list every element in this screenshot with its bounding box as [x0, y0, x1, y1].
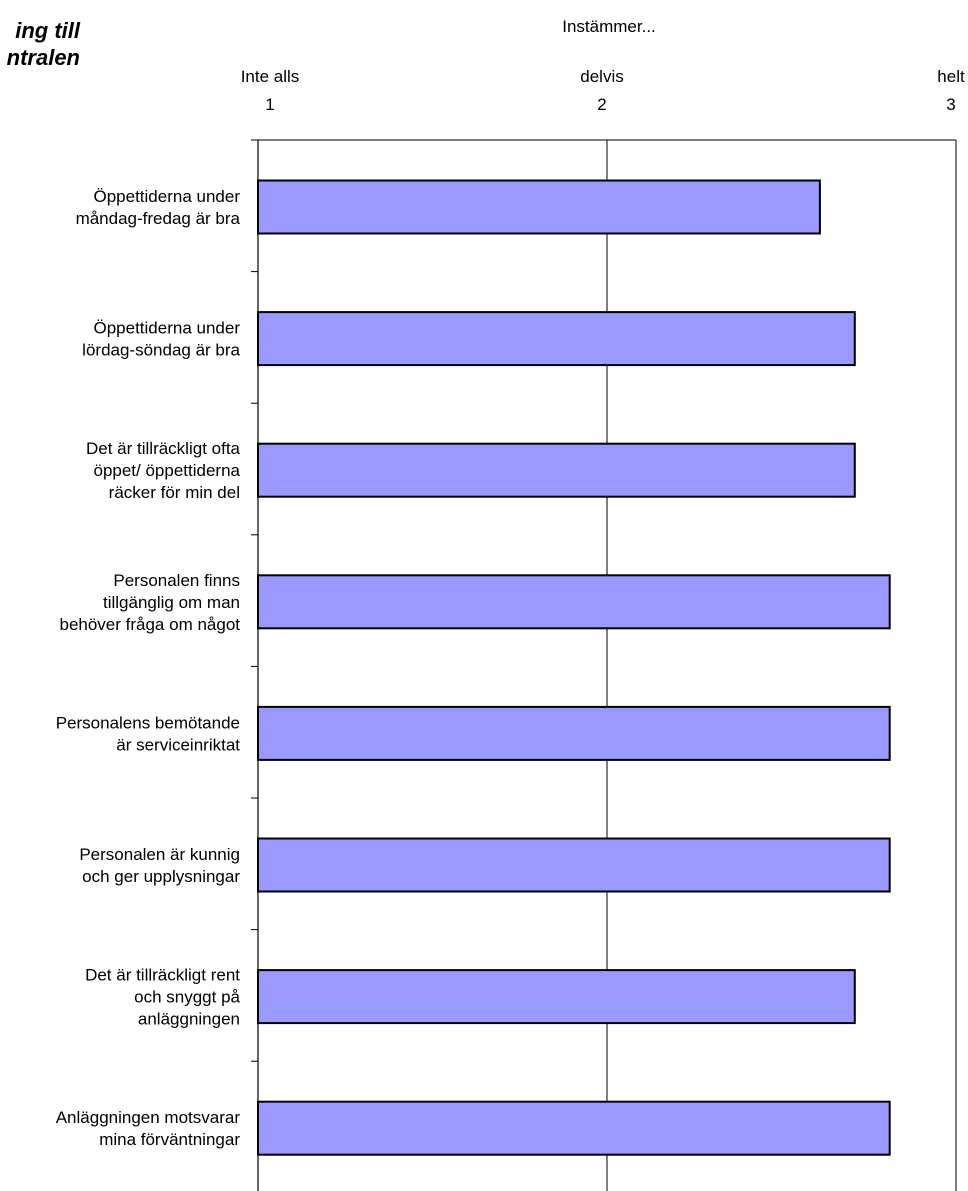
- category-label-5: är serviceinriktat: [116, 735, 240, 754]
- bar-5: [258, 707, 890, 760]
- x-axis-ticks: Inte alls 1 delvis 2 helt 3: [241, 67, 965, 114]
- bars: [258, 181, 890, 1155]
- category-label-7: anläggningen: [138, 1010, 240, 1029]
- bar-7: [258, 970, 855, 1023]
- category-label-3: öppet/ öppettiderna: [93, 461, 240, 480]
- category-label-7: och snyggt på: [134, 988, 240, 1007]
- axis-title: Instämmer...: [562, 17, 656, 36]
- bar-4: [258, 575, 890, 628]
- x-tick-number-1: 1: [265, 95, 274, 114]
- category-label-7: Det är tillräckligt rent: [85, 966, 240, 985]
- category-label-3: Det är tillräckligt ofta: [86, 439, 241, 458]
- bar-1: [258, 181, 820, 234]
- bar-8: [258, 1102, 890, 1155]
- category-label-8: mina förväntningar: [99, 1130, 240, 1149]
- x-tick-label-1: Inte alls: [241, 67, 300, 86]
- x-tick-label-3: helt: [937, 67, 965, 86]
- category-label-4: Personalen finns: [113, 571, 240, 590]
- x-tick-number-2: 2: [597, 95, 606, 114]
- category-label-6: och ger upplysningar: [82, 867, 240, 886]
- chart-title-line-1: ing till: [15, 18, 81, 43]
- x-tick-number-3: 3: [946, 95, 955, 114]
- category-label-1: Öppettiderna under: [94, 187, 241, 206]
- chart-title-line-2: ntralen: [7, 45, 80, 70]
- bar-3: [258, 444, 855, 497]
- category-label-4: behöver fråga om något: [59, 615, 240, 634]
- category-label-2: lördag-söndag är bra: [82, 341, 240, 360]
- category-labels: Öppettiderna under måndag-fredag är bra Öp…: [56, 187, 241, 1149]
- category-label-8: Anläggningen motsvarar: [56, 1108, 241, 1127]
- x-tick-label-2: delvis: [580, 67, 623, 86]
- plot-frame: [251, 140, 956, 1191]
- category-label-3: räcker för min del: [109, 483, 240, 502]
- category-label-6: Personalen är kunnig: [79, 845, 240, 864]
- bar-6: [258, 839, 890, 892]
- category-label-4: tillgänglig om man: [103, 593, 240, 612]
- category-label-1: måndag-fredag är bra: [76, 209, 241, 228]
- category-label-2: Öppettiderna under: [94, 319, 241, 338]
- bar-2: [258, 312, 855, 365]
- category-label-5: Personalens bemötande: [56, 713, 240, 732]
